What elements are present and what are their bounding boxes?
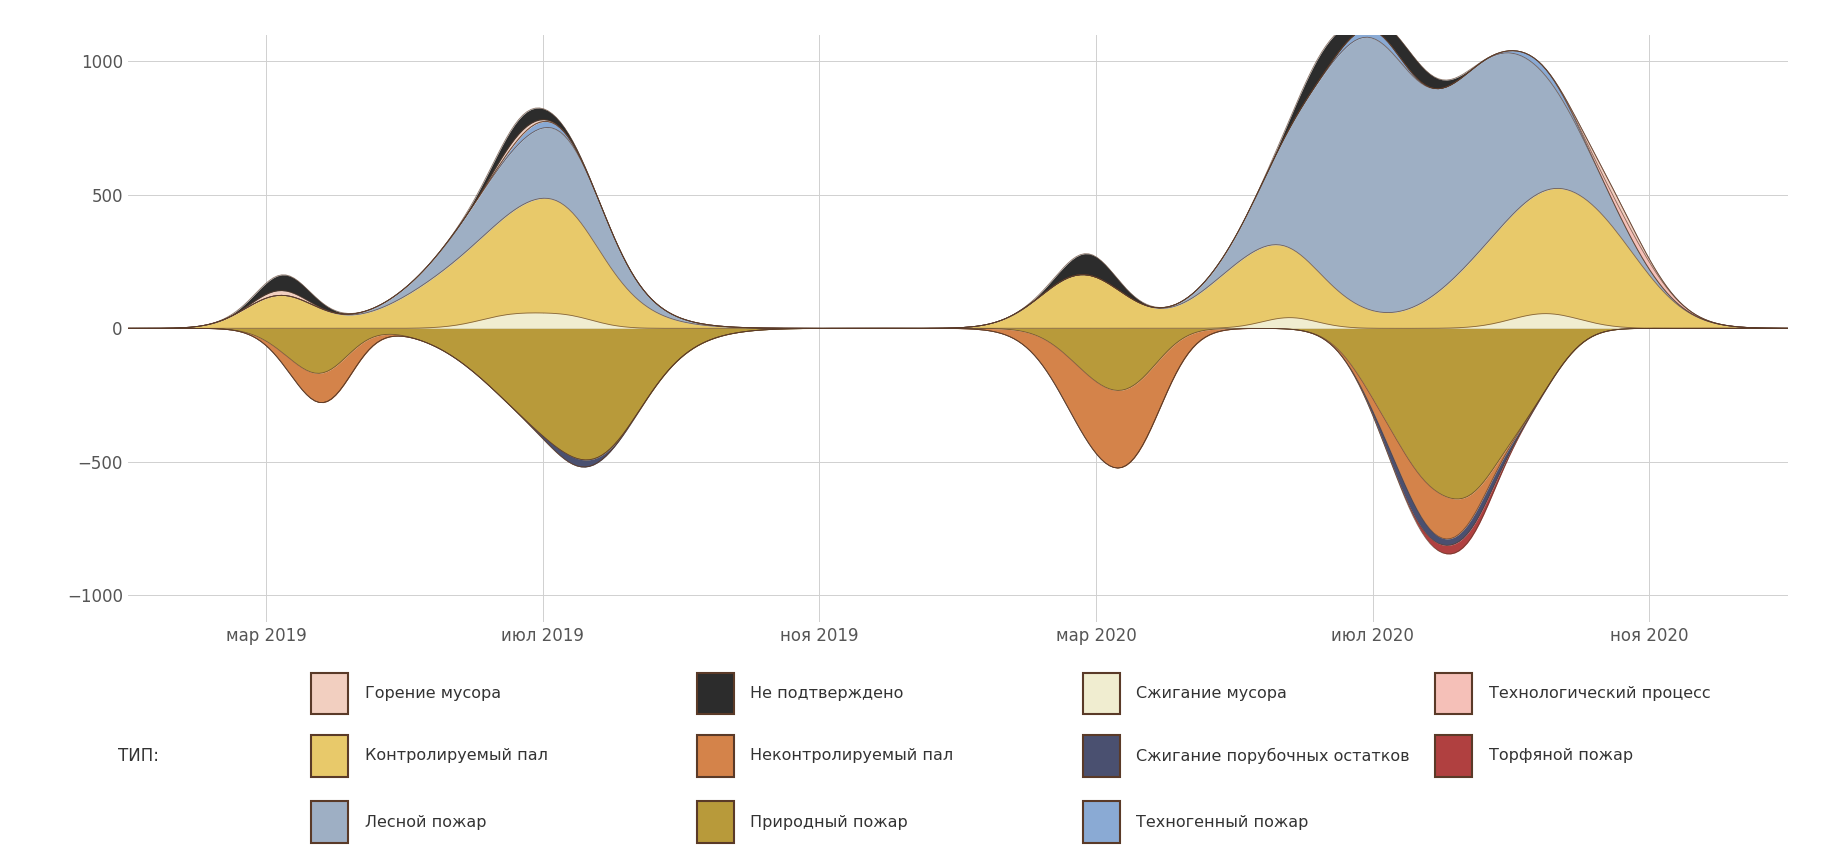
Text: ТИП:: ТИП: [118,746,159,765]
Text: Техногенный пожар: Техногенный пожар [1136,815,1309,829]
Text: Лесной пожар: Лесной пожар [365,815,485,829]
Text: Сжигание мусора: Сжигание мусора [1136,686,1287,701]
Text: Природный пожар: Природный пожар [749,815,908,829]
Text: Торфяной пожар: Торфяной пожар [1488,748,1632,763]
Bar [1435,673,1471,715]
Text: Неконтролируемый пал: Неконтролируемый пал [749,748,953,763]
Bar [1083,673,1119,715]
Bar [696,802,733,843]
Bar [1083,735,1119,777]
Bar [696,673,733,715]
Bar [310,673,348,715]
Text: Технологический процесс: Технологический процесс [1488,686,1710,701]
Text: Сжигание порубочных остатков: Сжигание порубочных остатков [1136,747,1409,764]
Text: Не подтверждено: Не подтверждено [749,686,904,701]
Bar [696,735,733,777]
Text: Контролируемый пал: Контролируемый пал [365,748,547,763]
Bar [1435,735,1471,777]
Bar [310,735,348,777]
Bar [1083,802,1119,843]
Text: Горение мусора: Горение мусора [365,686,500,701]
Bar [310,802,348,843]
